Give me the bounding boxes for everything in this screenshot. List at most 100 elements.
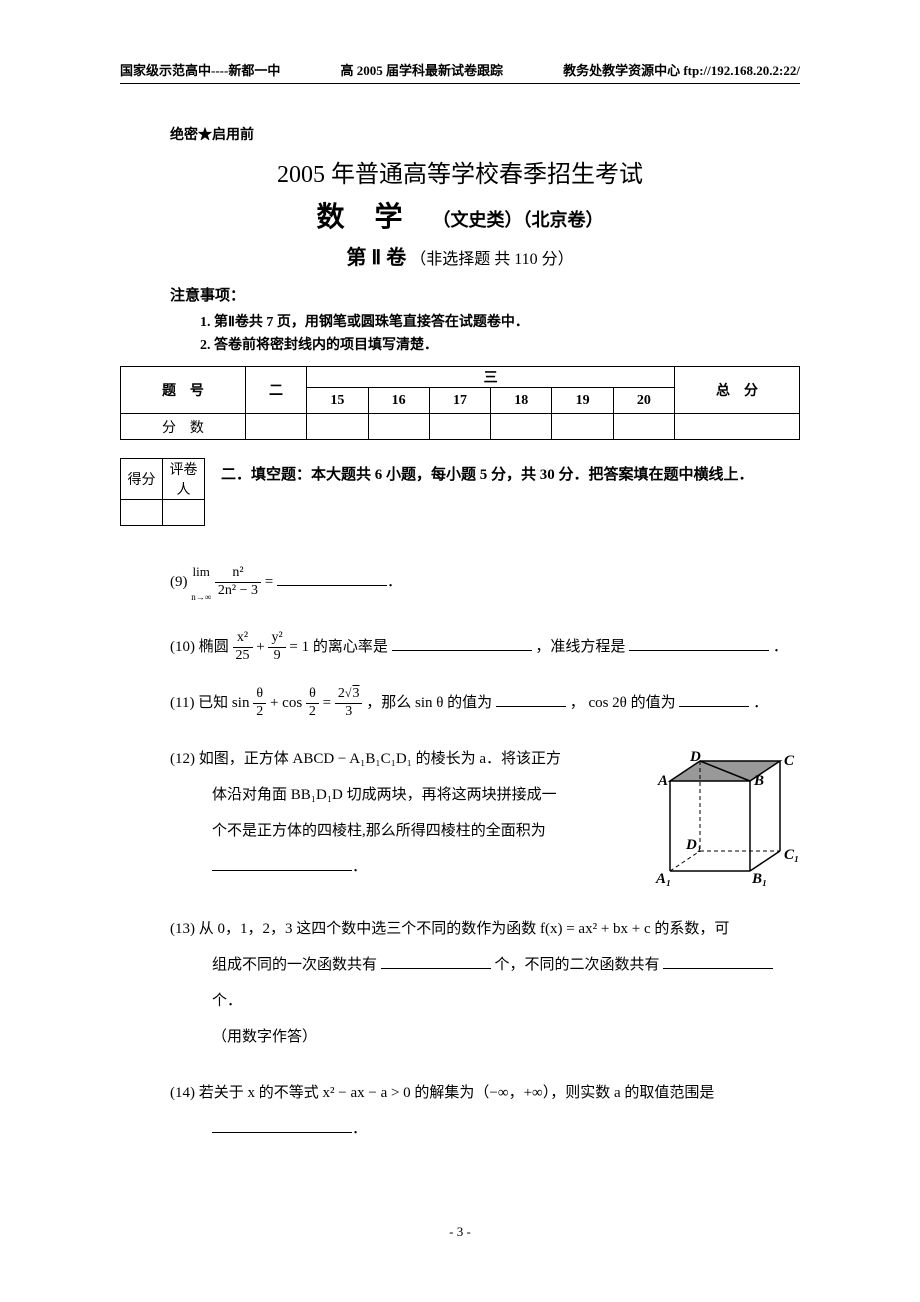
cube-diagram: A B C D A₁ B₁ C₁ D₁	[650, 751, 810, 901]
svg-text:A: A	[657, 773, 668, 789]
page-header: 国家级示范高中----新都一中 高 2005 届学科最新试卷跟踪 教务处教学资源…	[120, 60, 800, 84]
row-score-label: 分 数	[121, 414, 246, 440]
grader-person-cell[interactable]	[163, 500, 205, 526]
q9-label: (9)	[170, 574, 188, 590]
q11-rn: 2√3	[335, 686, 363, 704]
question-13: (13) 从 0，1，2，3 这四个数中选三个不同的数作为函数 f(x) = a…	[170, 911, 800, 1055]
q9-sub: n→∞	[191, 587, 211, 609]
q12-l3: 个不是正方体的四棱柱,那么所得四棱柱的全面积为	[212, 813, 590, 849]
q9-eq: =	[265, 574, 277, 590]
q11-plus: + cos	[270, 695, 306, 711]
question-12: (12) 如图，正方体 ABCD − A₁B₁C₁D₁ 的棱长为 a．将该正方 …	[170, 741, 800, 891]
score-cell[interactable]	[613, 414, 674, 440]
confidential-label: 绝密★启用前	[170, 124, 800, 144]
q10-d1: 25	[233, 648, 253, 665]
question-11: (11) 已知 sin θ2 + cos θ2 = 2√33 ，那么 sin θ…	[170, 685, 800, 721]
svg-text:B₁: B₁	[751, 871, 767, 887]
q12-l1: (12) 如图，正方体 ABCD − A₁B₁C₁D₁ 的棱长为 a．将该正方	[170, 741, 590, 777]
q10-n2: y²	[268, 630, 285, 648]
q13-l2b: 个，不同的二次函数共有	[495, 957, 660, 973]
grader-person-label: 评卷人	[163, 459, 205, 500]
section-desc: 二．填空题：本大题共 6 小题，每小题 5 分，共 30 分．把答案填在题中横线…	[221, 458, 754, 490]
q11-eq: =	[323, 695, 335, 711]
q14-blank[interactable]	[212, 1118, 352, 1133]
svg-text:C: C	[784, 753, 795, 769]
q11-d2: 2	[306, 704, 319, 721]
q10-mid: ，准线方程是	[535, 639, 625, 655]
q14-end: ．	[352, 1121, 367, 1137]
grader-score-label: 得分	[121, 459, 163, 500]
q11-label: (11) 已知 sin	[170, 695, 253, 711]
q10-eq: = 1 的离心率是	[289, 639, 387, 655]
col-15: 15	[307, 388, 368, 414]
q13-blank1[interactable]	[381, 954, 491, 969]
notice-1: 1. 第Ⅱ卷共 7 页，用钢笔或圆珠笔直接答在试题卷中．	[200, 311, 800, 331]
q11-blank1[interactable]	[496, 692, 566, 707]
grader-box: 得分 评卷人	[120, 458, 205, 526]
q9-den: 2n² − 3	[215, 583, 261, 600]
question-10: (10) 椭圆 x²25 + y²9 = 1 的离心率是 ，准线方程是 ．	[170, 629, 800, 665]
svg-text:C₁: C₁	[784, 847, 799, 863]
col-total: 总 分	[675, 367, 800, 414]
col-20: 20	[613, 388, 674, 414]
part-big: 第 Ⅱ 卷	[346, 247, 406, 269]
score-cell[interactable]	[368, 414, 429, 440]
q13-l1: (13) 从 0，1，2，3 这四个数中选三个不同的数作为函数 f(x) = a…	[170, 911, 800, 947]
q9-num: n²	[215, 565, 261, 583]
part-small: （非选择题 共 110 分）	[410, 251, 573, 268]
col-17: 17	[429, 388, 490, 414]
col-19: 19	[552, 388, 613, 414]
part-title: 第 Ⅱ 卷 （非选择题 共 110 分）	[120, 241, 800, 270]
q11-end: ．	[753, 695, 768, 711]
q12-blank[interactable]	[212, 856, 352, 871]
header-right: 教务处教学资源中心 ftp://192.168.20.2:22/	[563, 60, 800, 79]
q10-n1: x²	[233, 630, 253, 648]
header-center: 高 2005 届学科最新试卷跟踪	[340, 60, 503, 79]
col-16: 16	[368, 388, 429, 414]
notice-list: 1. 第Ⅱ卷共 7 页，用钢笔或圆珠笔直接答在试题卷中． 2. 答卷前将密封线内…	[200, 311, 800, 354]
q11-m1: ，那么 sin θ 的值为	[366, 695, 492, 711]
q10-end: ．	[773, 639, 788, 655]
q12-end: ．	[352, 859, 367, 875]
sub-title: 数学（文史类）（北京卷）	[120, 195, 800, 235]
q9-blank[interactable]	[277, 571, 387, 586]
score-cell[interactable]	[552, 414, 613, 440]
svg-text:D₁: D₁	[685, 837, 702, 853]
svg-text:A₁: A₁	[655, 871, 671, 887]
question-14: (14) 若关于 x 的不等式 x² − ax − a > 0 的解集为（−∞，…	[170, 1075, 800, 1147]
q10-d2: 9	[268, 648, 285, 665]
col-3-group: 三	[307, 367, 675, 388]
col-2: 二	[245, 367, 306, 414]
score-cell[interactable]	[245, 414, 306, 440]
q10-blank2[interactable]	[629, 636, 769, 651]
score-cell[interactable]	[675, 414, 800, 440]
page-number: - 3 -	[0, 1224, 920, 1240]
grader-score-cell[interactable]	[121, 500, 163, 526]
score-cell[interactable]	[429, 414, 490, 440]
subject-name: 数学	[316, 202, 432, 233]
q11-blank2[interactable]	[679, 692, 749, 707]
q14-l1: (14) 若关于 x 的不等式 x² − ax − a > 0 的解集为（−∞，…	[170, 1075, 800, 1111]
q10-blank1[interactable]	[392, 636, 532, 651]
q13-blank2[interactable]	[663, 954, 773, 969]
q13-l2a: 组成不同的一次函数共有	[212, 957, 377, 973]
q10-label: (10) 椭圆	[170, 639, 233, 655]
subject-paren: （文史类）（北京卷）	[433, 210, 604, 230]
notice-title: 注意事项：	[170, 284, 800, 305]
notice-2: 2. 答卷前将密封线内的项目填写清楚．	[200, 334, 800, 354]
main-title: 2005 年普通高等学校春季招生考试	[120, 154, 800, 189]
q9-lim: lim	[191, 556, 211, 587]
q10-plus: +	[256, 639, 268, 655]
q12-l2: 体沿对角面 BB₁D₁D 切成两块，再将这两块拼接成一	[212, 777, 590, 813]
score-cell[interactable]	[307, 414, 368, 440]
score-cell[interactable]	[491, 414, 552, 440]
q11-n1: θ	[253, 686, 266, 704]
q11-rd: 3	[335, 704, 363, 721]
question-9: (9) lim n→∞ n² 2n² − 3 = ．	[170, 556, 800, 609]
q11-m2: ， cos 2θ 的值为	[570, 695, 676, 711]
svg-text:D: D	[689, 751, 701, 765]
col-label: 题 号	[121, 367, 246, 414]
header-left: 国家级示范高中----新都一中	[120, 60, 280, 79]
q11-n2: θ	[306, 686, 319, 704]
score-table: 题 号 二 三 总 分 15 16 17 18 19 20 分 数	[120, 366, 800, 440]
